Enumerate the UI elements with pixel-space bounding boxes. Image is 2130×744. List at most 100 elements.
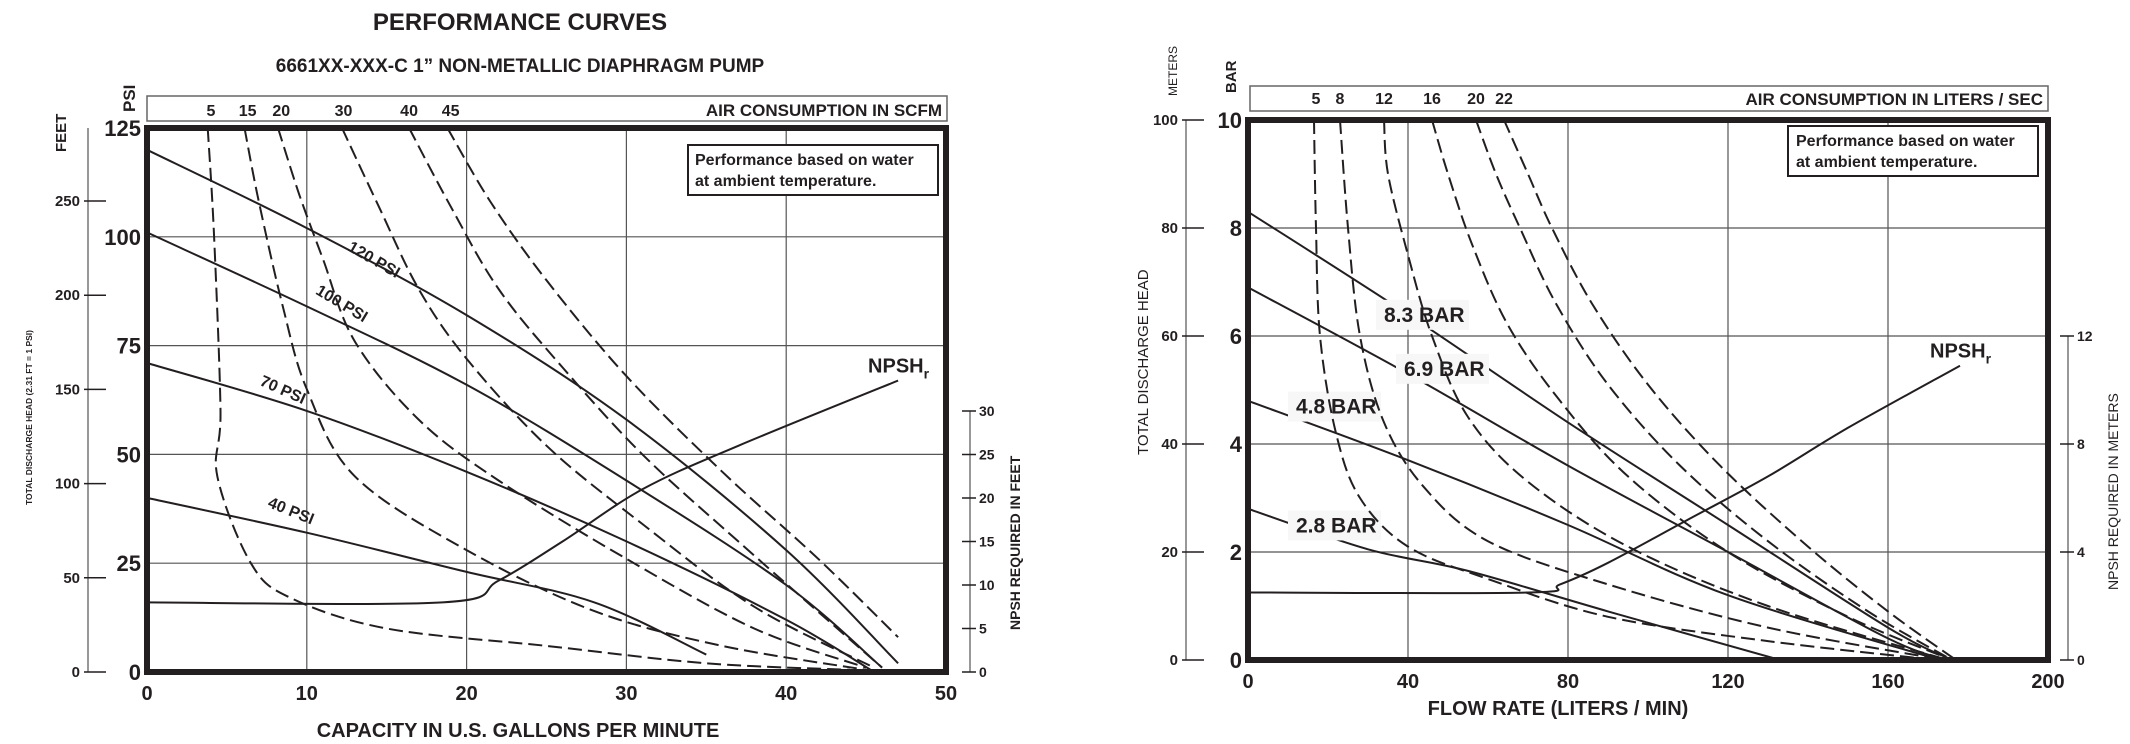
y-tick-label: 75 xyxy=(117,334,141,359)
head-axis-label: TOTAL DISCHARGE HEAD (2.31 FT = 1 PSI) xyxy=(24,330,34,505)
y-tick-label: 6 xyxy=(1230,324,1242,349)
x-tick-label: 40 xyxy=(1397,671,1419,693)
npsh-curve xyxy=(1247,364,1961,595)
pressure-curve xyxy=(146,362,875,673)
y-tick-label: 2 xyxy=(1230,540,1242,565)
page-subtitle: 6661XX-XXX-C 1” NON-METALLIC DIAPHRAGM P… xyxy=(276,56,765,77)
air-consumption-curve xyxy=(341,127,875,669)
x-tick-label: 20 xyxy=(455,683,477,705)
y-tick-label: 0 xyxy=(129,660,141,685)
y-tick-label: 4 xyxy=(1230,432,1243,457)
x-tick-label: 120 xyxy=(1711,671,1744,693)
pressure-curve xyxy=(146,496,707,656)
air-consumption-curve xyxy=(1503,119,1957,661)
y-tick-label: 100 xyxy=(104,225,141,250)
note-line-2: at ambient temperature. xyxy=(1796,154,1977,171)
metric-units-chart: AIR CONSUMPTION IN LITERS / SEC 5 8 12 16 20… xyxy=(1135,46,2121,720)
secondary-y-tick-label: 200 xyxy=(55,287,80,304)
npsh-tick-label: 15 xyxy=(979,534,995,550)
npsh-tick-label: 5 xyxy=(979,621,987,637)
air-consumption-curve xyxy=(1313,119,1937,661)
x-tick-label: 0 xyxy=(141,683,152,705)
y-tick-label: 125 xyxy=(104,116,141,141)
air-consumption-curve xyxy=(1475,119,1953,661)
x-axis-title: FLOW RATE (LITERS / MIN) xyxy=(1428,698,1689,720)
pressure-curve xyxy=(1247,286,1949,661)
x-tick-label: 0 xyxy=(1242,671,1253,693)
air-consumption-curve xyxy=(206,127,851,671)
air-consumption-ticks: 5 8 12 16 20 22 xyxy=(1312,91,1513,108)
grid-lines xyxy=(1248,120,2048,660)
x-tick-label: 160 xyxy=(1871,671,1904,693)
secondary-y-tick-label: 20 xyxy=(1161,544,1178,561)
air-consumption-tick: 12 xyxy=(1375,91,1393,108)
curve-label: 2.8 BAR xyxy=(1296,514,1377,537)
x-tick-label: 200 xyxy=(2031,671,2064,693)
air-consumption-tick: 20 xyxy=(1467,91,1485,108)
psi-axis-label: PSI xyxy=(120,85,139,112)
y-tick-label: 50 xyxy=(117,442,141,467)
secondary-y-tick-label: 40 xyxy=(1161,436,1178,453)
y-tick-label: 8 xyxy=(1230,216,1242,241)
pressure-curve xyxy=(146,148,899,665)
y-tick-label: 10 xyxy=(1218,108,1242,133)
curve-label: 40 PSI xyxy=(265,495,316,529)
note-box: Performance based on water at ambient te… xyxy=(1787,125,2039,177)
npsh-curve xyxy=(146,379,899,605)
secondary-y-tick-label: 150 xyxy=(55,381,80,398)
head-axis-label: TOTAL DISCHARGE HEAD xyxy=(1135,269,1152,455)
x-tick-label: 30 xyxy=(615,683,637,705)
air-consumption-curve xyxy=(277,127,867,669)
air-consumption-box xyxy=(146,95,948,122)
air-consumption-curve xyxy=(408,127,883,669)
air-consumption-tick: 8 xyxy=(1336,91,1345,108)
air-consumption-curve xyxy=(1339,119,1945,661)
air-consumption-tick: 5 xyxy=(1312,91,1321,108)
air-consumption-curve xyxy=(243,127,867,671)
x-tick-label: 50 xyxy=(935,683,957,705)
air-consumption-tick: 5 xyxy=(206,103,215,120)
note-line-1: Performance based on water xyxy=(1796,133,2015,150)
npsh-axis-title: NPSH REQUIRED IN FEET xyxy=(1007,455,1023,630)
air-consumption-tick: 16 xyxy=(1423,91,1441,108)
bar-axis-label: BAR xyxy=(1223,60,1240,93)
pressure-curve xyxy=(146,231,883,669)
npsh-tick-label: 4 xyxy=(2077,544,2085,560)
axis-ticks: 0 10 20 30 40 50 0 25 50 75 100 125 0 50 100 150 200 250 0… xyxy=(55,116,995,705)
npsh-tick-label: 12 xyxy=(2077,328,2093,344)
curve-label: 120 PSI xyxy=(345,239,403,282)
curve-label: 6.9 BAR xyxy=(1404,358,1485,381)
npsh-tick-label: 25 xyxy=(979,447,995,463)
meters-axis-label: METERS xyxy=(1166,46,1180,96)
air-consumption-tick: 45 xyxy=(442,103,460,120)
secondary-y-tick-label: 100 xyxy=(1153,112,1178,129)
npsh-axis-title: NPSH REQUIRED IN METERS xyxy=(2105,393,2121,590)
air-consumption-tick: 40 xyxy=(400,103,418,120)
npsh-tick-label: 8 xyxy=(2077,436,2085,452)
secondary-y-tick-label: 80 xyxy=(1161,220,1178,237)
secondary-y-tick-label: 250 xyxy=(55,193,80,210)
pressure-curve xyxy=(1247,210,1953,661)
curve-label: 4.8 BAR xyxy=(1296,396,1377,419)
grid-lines xyxy=(147,128,946,672)
npsh-tick-label: 20 xyxy=(979,490,995,506)
air-consumption-label: AIR CONSUMPTION IN LITERS / SEC xyxy=(1745,90,2043,109)
plot-frame xyxy=(1245,117,2051,663)
air-consumption-tick: 22 xyxy=(1495,91,1513,108)
air-consumption-curve xyxy=(1383,119,1949,661)
us-units-chart: AIR CONSUMPTION IN SCFM 5 15 20 30 40 45 PSI … xyxy=(24,85,1023,742)
note-line-2: at ambient temperature. xyxy=(695,173,876,190)
npsh-label: NPSHr xyxy=(868,356,930,382)
npsh-label: NPSHr xyxy=(1930,341,1992,367)
secondary-y-tick-label: 0 xyxy=(1170,652,1178,669)
secondary-y-tick-label: 60 xyxy=(1161,328,1178,345)
secondary-y-tick-label: 100 xyxy=(55,476,80,493)
plot-frame xyxy=(144,125,949,675)
feet-axis-label: FEET xyxy=(53,114,70,152)
x-axis-title: CAPACITY IN U.S. GALLONS PER MINUTE xyxy=(317,720,720,742)
x-tick-label: 80 xyxy=(1557,671,1579,693)
